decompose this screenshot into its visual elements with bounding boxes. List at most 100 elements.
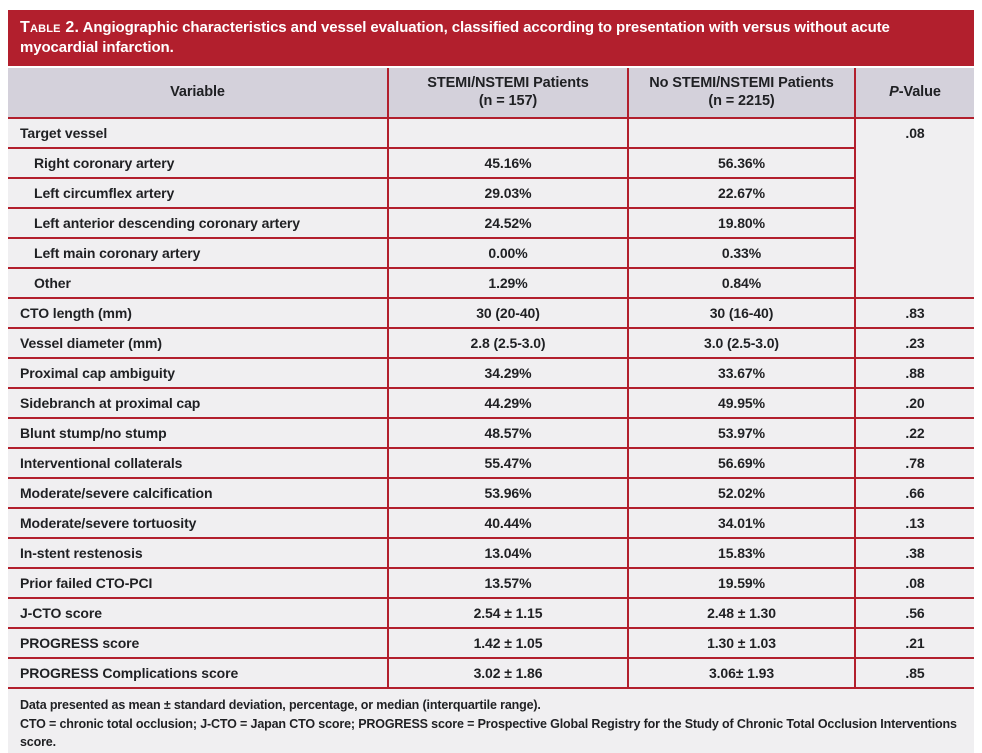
- cell-no-stemi: 0.33%: [627, 237, 855, 269]
- title-header-divider: [8, 65, 974, 68]
- cell-stemi: 24.52%: [387, 207, 628, 239]
- row-label: Target vessel: [8, 117, 388, 149]
- table-footnotes: Data presented as mean ± standard deviat…: [8, 688, 974, 753]
- table-title-bar: Table 2. Angiographic characteristics an…: [8, 10, 974, 66]
- table-row: Right coronary artery 45.16% 56.36%: [8, 147, 974, 179]
- cell-pvalue: .66: [854, 477, 974, 509]
- cell-stemi: 48.57%: [387, 417, 628, 449]
- table-caption: Angiographic characteristics and vessel …: [20, 19, 890, 57]
- cell-no-stemi: 3.0 (2.5-3.0): [627, 327, 855, 359]
- table-row: Other 1.29% 0.84%: [8, 267, 974, 299]
- table-row: Proximal cap ambiguity 34.29% 33.67% .88: [8, 357, 974, 389]
- cell-no-stemi: 30 (16-40): [627, 297, 855, 329]
- cell-no-stemi: 19.80%: [627, 207, 855, 239]
- column-header-no-stemi: No STEMI/NSTEMI Patients (n = 2215): [627, 67, 855, 119]
- header-row: Variable STEMI/NSTEMI Patients (n = 157)…: [8, 67, 974, 119]
- row-label: Moderate/severe tortuosity: [8, 507, 388, 539]
- cell-no-stemi: 0.84%: [627, 267, 855, 299]
- row-label: CTO length (mm): [8, 297, 388, 329]
- cell-no-stemi: 3.06± 1.93: [627, 657, 855, 689]
- table-row: CTO length (mm) 30 (20-40) 30 (16-40) .8…: [8, 297, 974, 329]
- table-row: Interventional collaterals 55.47% 56.69%…: [8, 447, 974, 479]
- row-label: Prior failed CTO-PCI: [8, 567, 388, 599]
- column-header-stemi-title: STEMI/NSTEMI Patients: [427, 75, 589, 92]
- table-row: PROGRESS Complications score 3.02 ± 1.86…: [8, 657, 974, 689]
- table-row: Blunt stump/no stump 48.57% 53.97% .22: [8, 417, 974, 449]
- cell-stemi: 53.96%: [387, 477, 628, 509]
- cell-stemi: 45.16%: [387, 147, 628, 179]
- column-header-variable: Variable: [8, 67, 388, 119]
- cell-pvalue-merged: .08: [854, 117, 974, 299]
- cell-pvalue: .56: [854, 597, 974, 629]
- cell-stemi: [387, 117, 628, 149]
- cell-no-stemi: 33.67%: [627, 357, 855, 389]
- row-label: Sidebranch at proximal cap: [8, 387, 388, 419]
- row-label: Proximal cap ambiguity: [8, 357, 388, 389]
- cell-no-stemi: 49.95%: [627, 387, 855, 419]
- cell-stemi: 1.42 ± 1.05: [387, 627, 628, 659]
- table-footnote: CTO = chronic total occlusion; J-CTO = J…: [20, 716, 957, 750]
- row-label: Moderate/severe calcification: [8, 477, 388, 509]
- cell-pvalue: .13: [854, 507, 974, 539]
- cell-pvalue: .21: [854, 627, 974, 659]
- cell-no-stemi: [627, 117, 855, 149]
- cell-pvalue: .23: [854, 327, 974, 359]
- cell-pvalue: .38: [854, 537, 974, 569]
- column-header-no-stemi-n: (n = 2215): [708, 93, 775, 110]
- row-label: PROGRESS score: [8, 627, 388, 659]
- cell-stemi: 29.03%: [387, 177, 628, 209]
- cell-no-stemi: 56.69%: [627, 447, 855, 479]
- row-label: Vessel diameter (mm): [8, 327, 388, 359]
- row-label: In-stent restenosis: [8, 537, 388, 569]
- cell-pvalue: .22: [854, 417, 974, 449]
- table-number-label: Table 2.: [20, 19, 80, 36]
- row-label: PROGRESS Complications score: [8, 657, 388, 689]
- table-row: Left circumflex artery 29.03% 22.67%: [8, 177, 974, 209]
- cell-no-stemi: 19.59%: [627, 567, 855, 599]
- table-row: Moderate/severe calcification 53.96% 52.…: [8, 477, 974, 509]
- row-label: J-CTO score: [8, 597, 388, 629]
- table-footnote: Data presented as mean ± standard deviat…: [20, 697, 541, 712]
- cell-stemi: 1.29%: [387, 267, 628, 299]
- row-label: Interventional collaterals: [8, 447, 388, 479]
- row-label: Right coronary artery: [8, 147, 388, 179]
- cell-pvalue: .08: [854, 567, 974, 599]
- table-row: Left anterior descending coronary artery…: [8, 207, 974, 239]
- table-row: Sidebranch at proximal cap 44.29% 49.95%…: [8, 387, 974, 419]
- column-header-pvalue-label: P-Value: [889, 84, 941, 101]
- cell-stemi: 34.29%: [387, 357, 628, 389]
- cell-stemi: 13.04%: [387, 537, 628, 569]
- cell-no-stemi: 34.01%: [627, 507, 855, 539]
- row-label: Left circumflex artery: [8, 177, 388, 209]
- column-header-stemi: STEMI/NSTEMI Patients (n = 157): [387, 67, 628, 119]
- row-label: Left anterior descending coronary artery: [8, 207, 388, 239]
- table-row: In-stent restenosis 13.04% 15.83% .38: [8, 537, 974, 569]
- table-row: Target vessel .08: [8, 117, 974, 299]
- paper-table-figure: Table 2. Angiographic characteristics an…: [8, 10, 974, 753]
- column-header-stemi-n: (n = 157): [478, 93, 538, 110]
- cell-no-stemi: 22.67%: [627, 177, 855, 209]
- cell-stemi: 55.47%: [387, 447, 628, 479]
- cell-stemi: 13.57%: [387, 567, 628, 599]
- cell-no-stemi: 2.48 ± 1.30: [627, 597, 855, 629]
- table-row: Moderate/severe tortuosity 40.44% 34.01%…: [8, 507, 974, 539]
- cell-no-stemi: 56.36%: [627, 147, 855, 179]
- cell-no-stemi: 53.97%: [627, 417, 855, 449]
- table-row: Left main coronary artery 0.00% 0.33%: [8, 237, 974, 269]
- cell-pvalue: .78: [854, 447, 974, 479]
- table-row: J-CTO score 2.54 ± 1.15 2.48 ± 1.30 .56: [8, 597, 974, 629]
- cell-stemi: 30 (20-40): [387, 297, 628, 329]
- table-row: Vessel diameter (mm) 2.8 (2.5-3.0) 3.0 (…: [8, 327, 974, 359]
- column-header-pvalue: P-Value: [854, 67, 974, 119]
- row-label: Left main coronary artery: [8, 237, 388, 269]
- cell-no-stemi: 52.02%: [627, 477, 855, 509]
- cell-stemi: 44.29%: [387, 387, 628, 419]
- cell-no-stemi: 1.30 ± 1.03: [627, 627, 855, 659]
- cell-stemi: 3.02 ± 1.86: [387, 657, 628, 689]
- row-label: Blunt stump/no stump: [8, 417, 388, 449]
- row-label: Other: [8, 267, 388, 299]
- column-header-no-stemi-title: No STEMI/NSTEMI Patients: [649, 75, 834, 92]
- table-row: PROGRESS score 1.42 ± 1.05 1.30 ± 1.03 .…: [8, 627, 974, 659]
- cell-pvalue: .85: [854, 657, 974, 689]
- cell-stemi: 2.8 (2.5-3.0): [387, 327, 628, 359]
